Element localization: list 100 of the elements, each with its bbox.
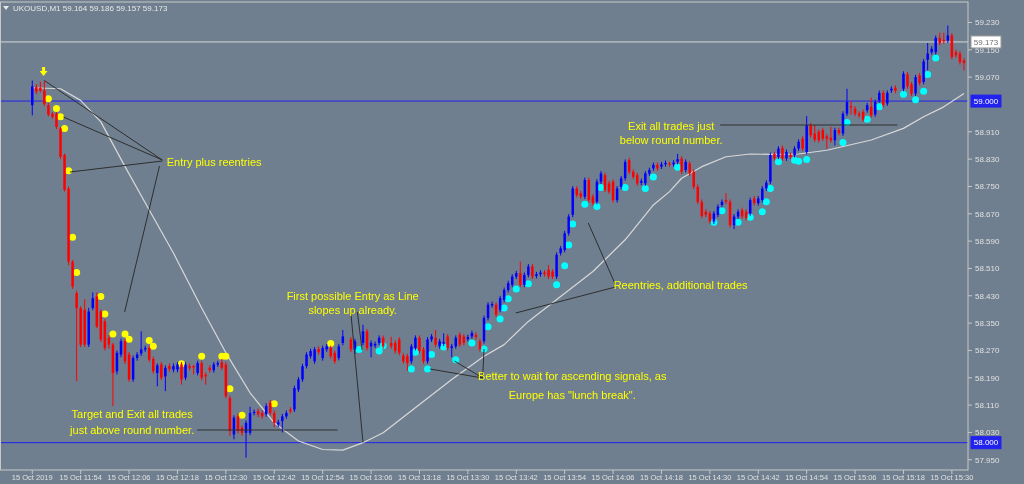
point (101, 310, 109, 318)
point (762, 198, 770, 206)
point (198, 352, 206, 360)
annotation: First possible Entry as Line slopes up already. (286, 290, 419, 316)
point (565, 241, 573, 249)
point (899, 90, 907, 98)
point (875, 103, 883, 111)
candlestick (31, 80, 34, 116)
candlestick (519, 261, 522, 288)
candlestick (164, 364, 167, 392)
point (468, 339, 476, 347)
y-tick-label: 57.950 (975, 455, 1001, 465)
point (621, 183, 629, 191)
point (758, 208, 766, 216)
point (839, 138, 847, 146)
point (766, 185, 774, 193)
point (795, 157, 803, 165)
y-tick-label: 59.150 (975, 45, 1001, 55)
candlestick (563, 230, 566, 253)
candlestick (849, 100, 853, 116)
annotation: Entry plus reentries (166, 156, 263, 168)
point (746, 213, 754, 221)
point (375, 347, 383, 355)
point (504, 295, 512, 303)
point (97, 292, 105, 300)
point (44, 95, 52, 103)
y-tick-label: 58.110 (975, 400, 1000, 410)
candlestick (184, 361, 187, 381)
candlestick (926, 42, 929, 71)
point (500, 304, 508, 312)
point (125, 335, 133, 343)
chart-title: UKOUSD,M1 59.164 59.186 59.157 59.173 (13, 4, 168, 13)
candlestick (160, 361, 163, 381)
y-tick-label: 58.190 (975, 373, 1001, 383)
point (803, 155, 811, 163)
point (407, 365, 415, 373)
point (863, 115, 871, 123)
point (593, 203, 601, 211)
point (145, 337, 153, 345)
y-tick-label: 59.070 (975, 72, 1001, 82)
candlestick (75, 290, 78, 382)
point (270, 400, 278, 408)
point (61, 124, 69, 132)
point (932, 54, 940, 62)
point (428, 351, 436, 359)
point (52, 105, 60, 113)
point (734, 218, 742, 226)
candlestick (43, 80, 46, 107)
candlestick (398, 336, 401, 356)
y-tick-label: 58.670 (975, 209, 1001, 219)
candlestick (301, 363, 304, 383)
y-tick-label: 58.750 (975, 182, 1001, 192)
ref-line-label: 58.000 (973, 438, 999, 448)
point (920, 87, 928, 95)
point (649, 173, 657, 181)
point (149, 342, 157, 350)
candlestick (139, 330, 143, 357)
candlestick (692, 168, 695, 190)
point (109, 330, 117, 338)
point (553, 281, 561, 289)
annotation: Target and Exit all trades just above round number. (69, 408, 195, 436)
annotation: Better to wait for ascending signals, as Europe has "lunch break". (478, 370, 667, 401)
candlestick (426, 336, 429, 365)
candlestick (922, 58, 925, 85)
y-tick-label: 59.230 (975, 18, 1001, 28)
point (424, 365, 432, 373)
point (512, 285, 520, 293)
ref-line-label: 59.173 (973, 37, 999, 47)
y-tick-label: 58.430 (975, 291, 1001, 301)
y-tick-label: 58.270 (975, 346, 1001, 356)
point (524, 280, 532, 288)
point (718, 207, 726, 215)
point (238, 411, 246, 419)
point (641, 185, 649, 193)
candlestick (281, 413, 284, 433)
point (597, 183, 605, 191)
point (924, 70, 932, 78)
candlestick (914, 74, 917, 97)
point (226, 385, 234, 393)
candlestick (680, 155, 683, 175)
point (69, 233, 77, 241)
point (674, 163, 682, 171)
y-tick-label: 58.910 (975, 127, 1001, 137)
annotation: Reentries, additional trades (613, 279, 749, 291)
y-tick-label: 58.590 (975, 236, 1001, 246)
point (581, 200, 589, 208)
line-series (31, 87, 965, 451)
point (222, 352, 230, 360)
ref-line-label: 59.000 (973, 96, 999, 106)
point (774, 158, 782, 166)
y-tick-label: 58.510 (975, 264, 1001, 274)
candlestick (567, 213, 570, 237)
point (484, 323, 492, 331)
y-tick-label: 58.030 (975, 428, 1001, 438)
candlestick (156, 362, 159, 387)
annotation: Exit all trades just below round number. (619, 120, 723, 146)
point (496, 315, 504, 323)
point (912, 96, 920, 104)
point (327, 340, 335, 348)
point (73, 269, 81, 277)
